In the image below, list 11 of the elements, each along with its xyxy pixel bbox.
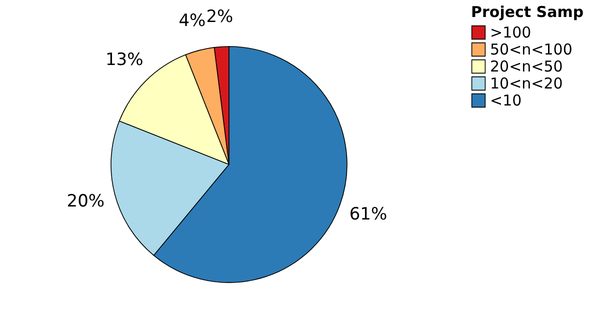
legend-title: Project Samp bbox=[471, 3, 584, 21]
data-label: 13% bbox=[105, 50, 144, 70]
legend-label: 10<n<20 bbox=[490, 74, 563, 92]
legend-label: >100 bbox=[490, 24, 532, 42]
legend-label: <10 bbox=[490, 92, 522, 110]
legend-label: 50<n<100 bbox=[490, 40, 572, 58]
data-label: 61% bbox=[349, 204, 388, 225]
data-label: 20% bbox=[66, 191, 105, 212]
data-label: 4% bbox=[178, 11, 206, 32]
data-label: 2% bbox=[206, 6, 234, 27]
legend-label: 20<n<50 bbox=[490, 58, 563, 76]
